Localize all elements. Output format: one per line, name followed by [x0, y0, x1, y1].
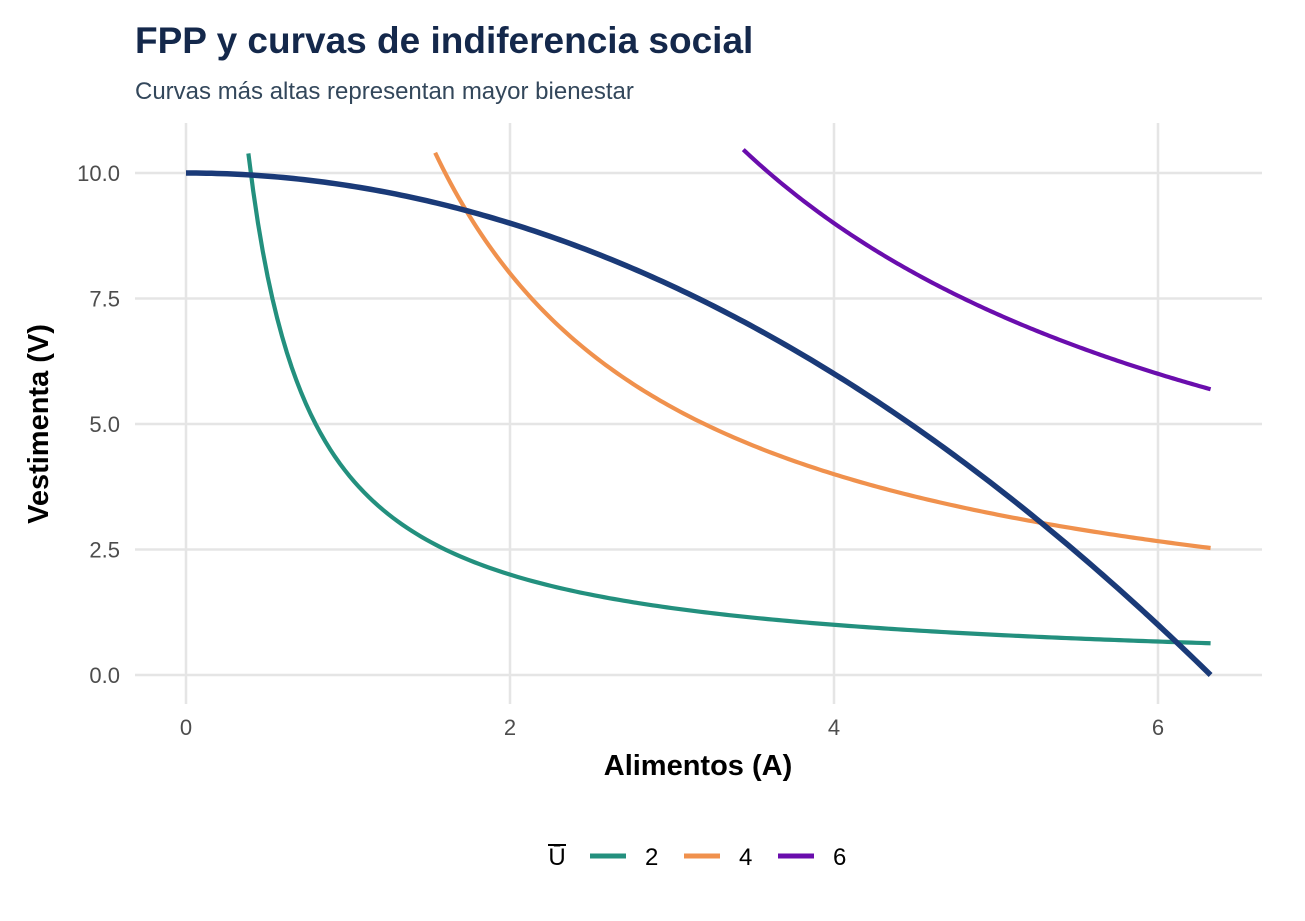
x-axis-ticks: 0 2 4 6 — [180, 715, 1164, 740]
x-tick-label: 0 — [180, 715, 192, 740]
y-tick-label: 0.0 — [89, 663, 120, 688]
y-tick-label: 5.0 — [89, 412, 120, 437]
indifference-curve-2 — [246, 153, 1211, 646]
y-axis-ticks: 0.0 2.5 5.0 7.5 10.0 — [77, 161, 120, 688]
x-tick-label: 2 — [504, 715, 516, 740]
x-axis-title: Alimentos (A) — [604, 750, 793, 782]
legend-label-6: 6 — [833, 844, 846, 871]
legend-title: Ū — [548, 844, 565, 871]
y-tick-label: 10.0 — [77, 161, 120, 186]
gridlines — [135, 123, 1262, 704]
legend-label-4: 4 — [739, 844, 752, 871]
chart-subtitle: Curvas más altas representan mayor biene… — [135, 78, 634, 105]
y-axis-title: Vestimenta (V) — [23, 324, 55, 524]
x-tick-label: 4 — [828, 715, 840, 740]
legend: Ū 2 4 6 — [548, 844, 846, 871]
ppf-curve — [185, 170, 1213, 677]
indifference-curve-4 — [433, 151, 1211, 551]
plot-curves — [185, 148, 1213, 677]
chart-title: FPP y curvas de indiferencia social — [135, 20, 754, 61]
y-tick-label: 7.5 — [89, 287, 120, 312]
legend-label-2: 2 — [645, 844, 658, 871]
y-tick-label: 2.5 — [89, 538, 120, 563]
x-tick-label: 6 — [1152, 715, 1164, 740]
indifference-curve-6 — [741, 148, 1212, 392]
